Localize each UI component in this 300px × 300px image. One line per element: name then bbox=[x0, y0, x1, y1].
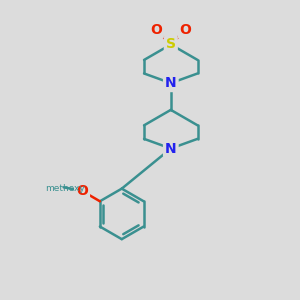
Text: O: O bbox=[76, 184, 88, 198]
Text: methoxy: methoxy bbox=[45, 184, 85, 193]
Text: N: N bbox=[165, 142, 177, 155]
Text: O: O bbox=[180, 22, 192, 37]
Text: S: S bbox=[166, 38, 176, 52]
Text: O: O bbox=[150, 22, 162, 37]
Text: N: N bbox=[165, 76, 177, 90]
